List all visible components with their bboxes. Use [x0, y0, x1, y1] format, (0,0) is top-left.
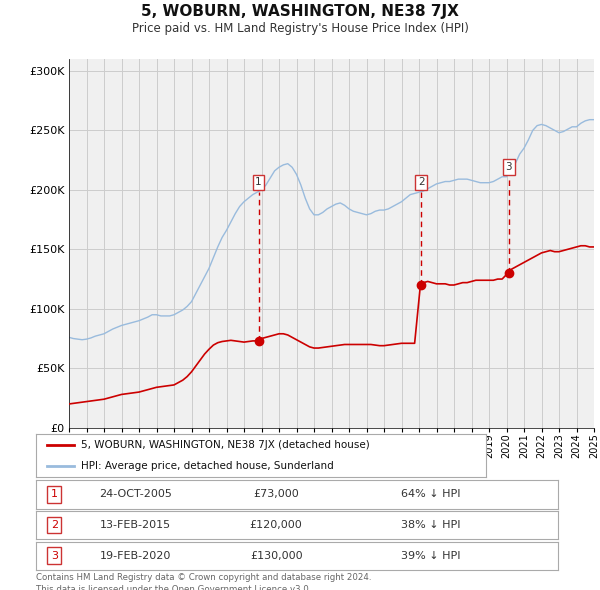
Text: 3: 3 [51, 551, 58, 560]
Text: HPI: Average price, detached house, Sunderland: HPI: Average price, detached house, Sund… [81, 461, 334, 471]
Text: 2: 2 [51, 520, 58, 530]
Text: 1: 1 [255, 178, 262, 188]
Text: 64% ↓ HPI: 64% ↓ HPI [401, 490, 461, 499]
Text: 19-FEB-2020: 19-FEB-2020 [100, 551, 171, 560]
Text: 3: 3 [505, 162, 512, 172]
Text: 1: 1 [51, 490, 58, 499]
Text: Price paid vs. HM Land Registry's House Price Index (HPI): Price paid vs. HM Land Registry's House … [131, 22, 469, 35]
Text: 5, WOBURN, WASHINGTON, NE38 7JX: 5, WOBURN, WASHINGTON, NE38 7JX [141, 4, 459, 19]
Text: 5, WOBURN, WASHINGTON, NE38 7JX (detached house): 5, WOBURN, WASHINGTON, NE38 7JX (detache… [81, 440, 370, 450]
Text: £130,000: £130,000 [250, 551, 302, 560]
Text: 2: 2 [418, 178, 425, 188]
Text: 39% ↓ HPI: 39% ↓ HPI [401, 551, 461, 560]
Text: Contains HM Land Registry data © Crown copyright and database right 2024.
This d: Contains HM Land Registry data © Crown c… [36, 573, 371, 590]
Text: £73,000: £73,000 [253, 490, 299, 499]
Text: 24-OCT-2005: 24-OCT-2005 [99, 490, 172, 499]
Text: £120,000: £120,000 [250, 520, 302, 530]
Text: 13-FEB-2015: 13-FEB-2015 [100, 520, 171, 530]
Text: 38% ↓ HPI: 38% ↓ HPI [401, 520, 461, 530]
